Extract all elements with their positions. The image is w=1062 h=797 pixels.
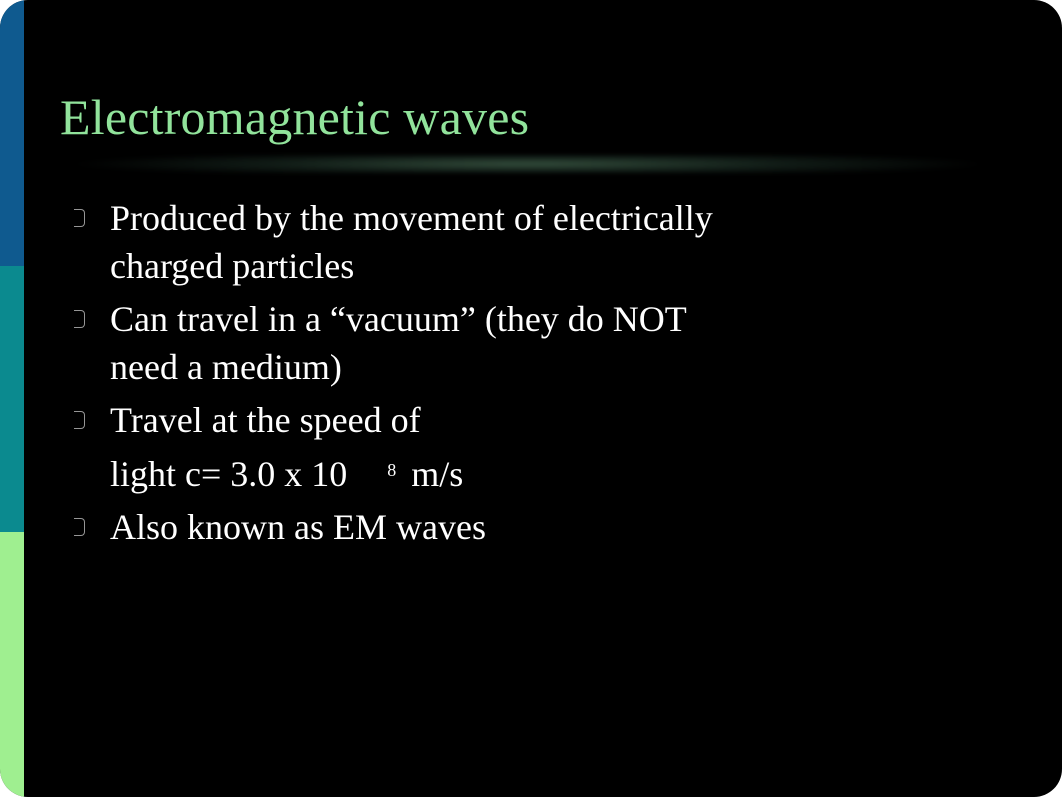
bullet-text: Can travel in a “vacuum” (they do NOT ne… — [110, 296, 750, 391]
bullet-text: Also known as EM waves — [110, 504, 750, 552]
speed-of-light-exponent: 8 — [347, 459, 402, 483]
bullet-text: Travel at the speed of — [110, 397, 750, 445]
bullet-continuation: light c= 3.0 x 108 m/s — [110, 451, 972, 499]
side-stripe-bot — [0, 532, 24, 797]
bullet-item: Travel at the speed of — [72, 397, 972, 445]
slide-body: Produced by the movement of electrically… — [72, 195, 972, 558]
title-divider — [52, 155, 1004, 173]
side-stripe-mid — [0, 266, 24, 532]
bullet-item: Produced by the movement of electrically… — [72, 195, 972, 290]
speed-of-light-suffix: m/s — [402, 454, 463, 494]
slide: Electromagnetic waves Produced by the mo… — [0, 0, 1062, 797]
bullet-text: Produced by the movement of electrically… — [110, 195, 750, 290]
side-stripe-top — [0, 0, 24, 266]
bullet-item: Also known as EM waves — [72, 504, 972, 552]
slide-title: Electromagnetic waves — [60, 88, 529, 146]
speed-of-light-prefix: light c= 3.0 x 10 — [110, 454, 347, 494]
bullet-item: Can travel in a “vacuum” (they do NOT ne… — [72, 296, 972, 391]
